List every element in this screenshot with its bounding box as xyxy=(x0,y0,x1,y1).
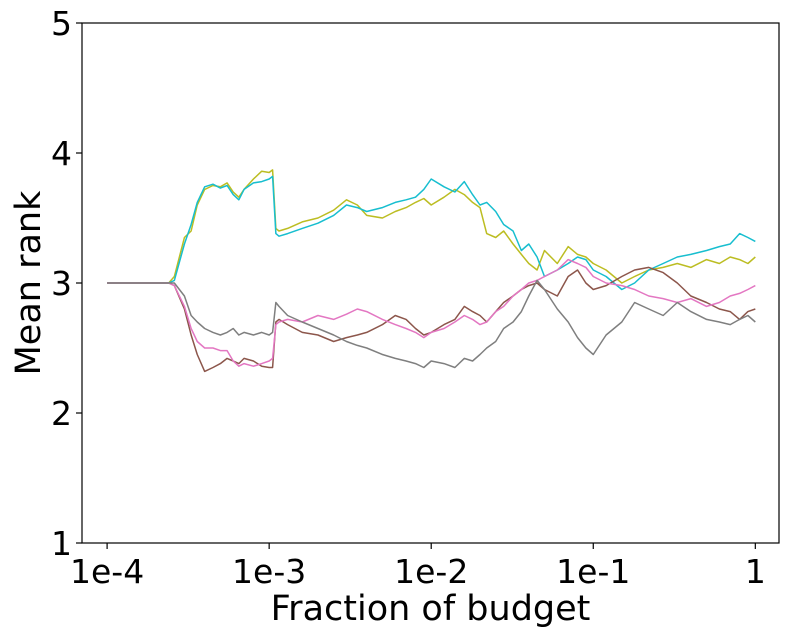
series-line-2 xyxy=(107,175,756,291)
y-tick-label: 2 xyxy=(51,394,72,433)
y-axis-title: Mean rank xyxy=(9,190,49,376)
y-tick-label: 3 xyxy=(51,264,72,303)
y-tick-label: 1 xyxy=(51,524,72,563)
x-tick-label: 1e-4 xyxy=(70,552,144,591)
x-axis-ticks: 1e-4 1e-3 1e-2 1e-1 1 xyxy=(70,543,766,591)
y-tick-label: 5 xyxy=(51,4,72,43)
x-tick-label: 1e-1 xyxy=(556,552,630,591)
y-axis-ticks: 1 2 3 4 5 xyxy=(51,4,82,563)
y-tick-label: 4 xyxy=(51,134,72,173)
series-layer xyxy=(107,169,756,373)
series-line-4 xyxy=(107,258,756,367)
x-tick-label: 1e-2 xyxy=(394,552,468,591)
series-line-5 xyxy=(107,279,756,369)
x-tick-label: 1e-3 xyxy=(232,552,306,591)
x-axis-title: Fraction of budget xyxy=(271,589,591,629)
x-tick-label: 1 xyxy=(745,552,766,591)
series-line-1 xyxy=(107,169,756,284)
